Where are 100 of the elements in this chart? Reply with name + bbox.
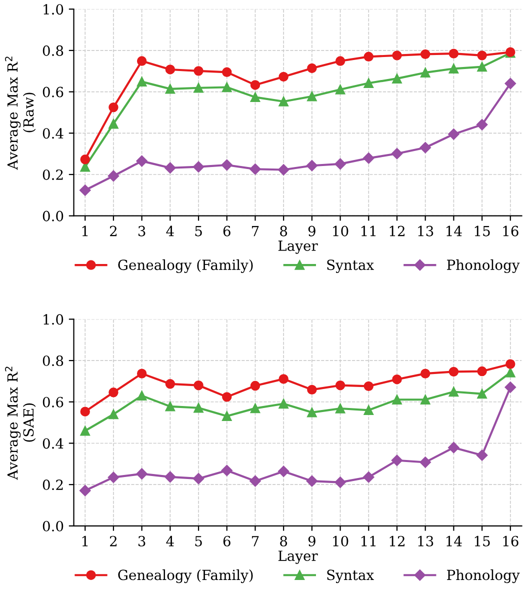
point (108, 102, 118, 112)
point (335, 380, 346, 390)
point (165, 379, 176, 389)
point (448, 386, 459, 397)
point (80, 484, 91, 496)
point (420, 394, 430, 404)
point (392, 50, 402, 60)
x-tick-label: 13 (418, 226, 434, 236)
x-tick-label: 3 (138, 536, 146, 546)
text: Average Max R$^{2}$ (Raw) (5, 56, 36, 170)
x-tick-label: 11 (361, 536, 376, 546)
x-tick-label: 5 (195, 536, 202, 546)
point (278, 164, 290, 176)
x-tick-label: 2 (110, 536, 117, 546)
point (420, 142, 431, 154)
x-tick-label: 1 (82, 536, 88, 546)
x-tick-label: 14 (446, 536, 462, 546)
point (250, 475, 261, 487)
x-tick-label: 12 (390, 536, 404, 546)
x-tick-label: 1 (82, 226, 88, 236)
point (392, 74, 402, 84)
point (364, 52, 374, 62)
point (364, 381, 374, 392)
point (364, 78, 374, 88)
point (164, 162, 176, 174)
point (307, 63, 317, 74)
y-tick-label: 0.8 (42, 356, 64, 366)
legend-label: Genealogy (Family) (118, 569, 253, 584)
point (108, 409, 118, 420)
point (222, 82, 232, 92)
point (335, 404, 346, 414)
legend-label: Syntax (327, 260, 374, 273)
x-tick-label: 8 (280, 226, 288, 236)
y-tick-label: 0.8 (42, 45, 64, 56)
point (80, 426, 90, 436)
x-tick-label: 6 (223, 536, 230, 546)
point (364, 405, 374, 416)
x-tick-label: 7 (252, 226, 259, 236)
point (335, 84, 346, 94)
point (420, 368, 430, 378)
point (477, 366, 487, 376)
x-tick-label: 4 (166, 226, 174, 236)
point (164, 471, 176, 483)
point (136, 76, 147, 87)
x-tick-label: 10 (333, 226, 348, 236)
point (504, 382, 516, 393)
point (448, 128, 460, 140)
x-tick-label: 3 (138, 226, 146, 236)
x-axis-title: Layer (278, 240, 318, 254)
legend-label: Genealogy (Family) (118, 259, 253, 273)
y-tick-label: 0.6 (42, 396, 64, 408)
y-tick-label: 1.0 (44, 4, 64, 15)
point (363, 152, 374, 164)
point (278, 466, 290, 477)
point (194, 380, 204, 390)
point (136, 155, 148, 167)
point (194, 403, 204, 413)
point (477, 388, 487, 399)
y-tick-label: 0.4 (42, 128, 64, 139)
x-tick-label: 16 (503, 536, 518, 546)
point (307, 384, 317, 395)
point (250, 92, 260, 102)
point (420, 456, 431, 468)
point (363, 472, 374, 483)
y-tick-label: 0.0 (42, 210, 64, 222)
point (222, 392, 232, 402)
point (136, 468, 148, 480)
point (108, 472, 120, 483)
point (278, 398, 288, 409)
x-tick-label: 9 (308, 536, 316, 546)
point (392, 394, 402, 404)
y-tick-label: 0.2 (42, 169, 63, 180)
point (250, 164, 261, 175)
point (391, 454, 403, 466)
point (80, 406, 90, 416)
legend-label: Phonology (447, 569, 520, 584)
y-tick-label: 0.6 (42, 86, 64, 98)
x-axis-title: Layer (278, 550, 318, 564)
point (278, 96, 288, 106)
point (334, 476, 346, 488)
x-tick-label: 2 (110, 226, 117, 236)
point (278, 374, 288, 384)
x-tick-label: 15 (474, 536, 490, 546)
point (192, 472, 204, 484)
text: Average Max R$^{2}$ (SAE) (5, 366, 36, 480)
point (334, 158, 346, 170)
point (476, 450, 488, 461)
point (477, 50, 487, 60)
point (506, 368, 516, 378)
point (250, 403, 260, 414)
point (307, 91, 317, 102)
point (476, 119, 488, 130)
point (420, 68, 430, 78)
point (221, 464, 232, 476)
point (165, 64, 176, 74)
x-tick-label: 7 (252, 536, 259, 546)
point (136, 56, 147, 66)
y-tick-label: 0.0 (42, 520, 64, 532)
point (306, 475, 318, 487)
x-tick-label: 6 (223, 226, 230, 236)
